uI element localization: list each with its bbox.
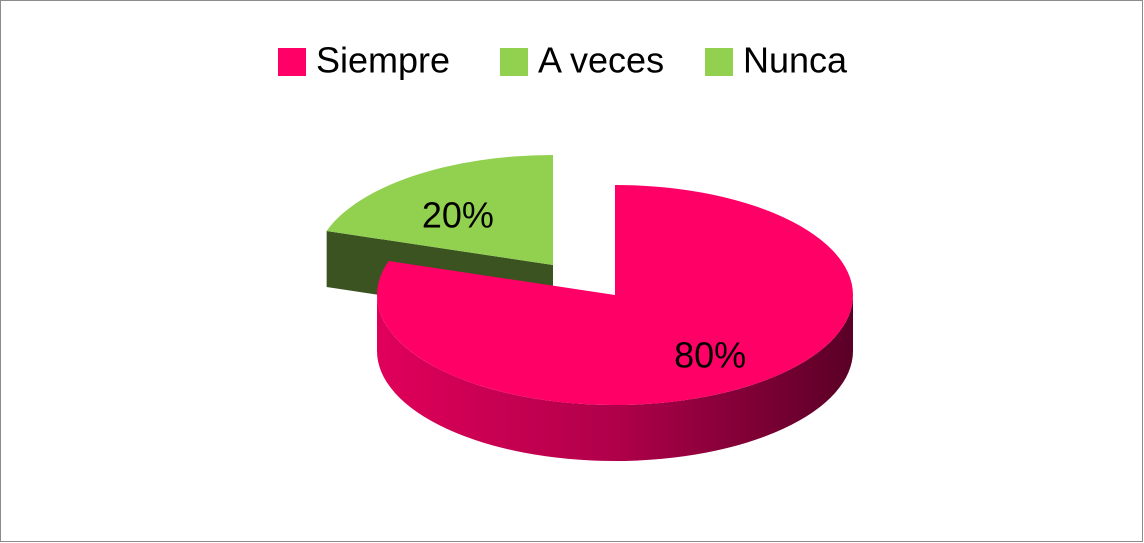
legend-label: A veces <box>538 40 664 81</box>
legend-label: Siempre <box>316 40 450 81</box>
legend-swatch <box>705 48 733 76</box>
pie: 20% 80% <box>326 155 854 461</box>
slice-side <box>377 295 853 461</box>
data-label: 80% <box>674 335 746 376</box>
legend-swatch <box>500 48 528 76</box>
slice-top <box>376 185 854 405</box>
legend: Siempre A veces Nunca <box>278 40 848 81</box>
legend-label: Nunca <box>743 40 848 81</box>
slice: 80% <box>376 185 854 461</box>
slice-top <box>326 155 553 265</box>
legend-swatch <box>278 48 306 76</box>
data-label: 20% <box>422 194 494 235</box>
